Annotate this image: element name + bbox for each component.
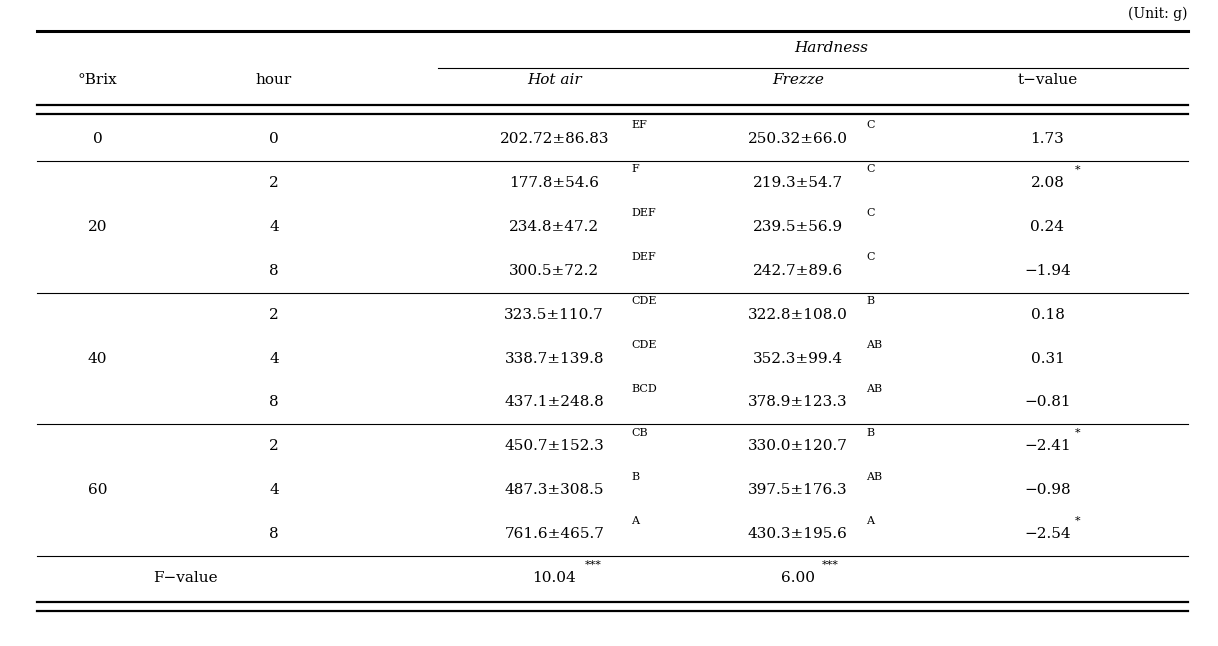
- Text: DEF: DEF: [631, 209, 655, 218]
- Text: A: A: [866, 516, 875, 526]
- Text: 2: 2: [269, 307, 279, 322]
- Text: *: *: [1074, 165, 1080, 174]
- Text: 0.24: 0.24: [1030, 220, 1065, 234]
- Text: 8: 8: [269, 527, 279, 541]
- Text: B: B: [866, 297, 875, 306]
- Text: (Unit: g): (Unit: g): [1128, 6, 1188, 21]
- Text: F: F: [631, 165, 638, 174]
- Text: 0.18: 0.18: [1030, 307, 1065, 322]
- Text: 450.7±152.3: 450.7±152.3: [504, 439, 604, 453]
- Text: C: C: [866, 165, 875, 174]
- Text: C: C: [866, 253, 875, 262]
- Text: F−value: F−value: [153, 571, 218, 585]
- Text: 4: 4: [269, 220, 279, 234]
- Text: 2: 2: [269, 176, 279, 190]
- Text: AB: AB: [866, 340, 882, 350]
- Text: 352.3±99.4: 352.3±99.4: [753, 351, 843, 366]
- Text: CDE: CDE: [631, 340, 657, 350]
- Text: 177.8±54.6: 177.8±54.6: [509, 176, 599, 190]
- Text: *: *: [1074, 516, 1080, 526]
- Text: 239.5±56.9: 239.5±56.9: [753, 220, 843, 234]
- Text: 60: 60: [88, 483, 107, 497]
- Text: 397.5±176.3: 397.5±176.3: [748, 483, 848, 497]
- Text: 323.5±110.7: 323.5±110.7: [504, 307, 604, 322]
- Text: 242.7±89.6: 242.7±89.6: [753, 264, 843, 278]
- Text: ***: ***: [822, 560, 839, 570]
- Text: 6.00: 6.00: [781, 571, 815, 585]
- Text: t−value: t−value: [1017, 73, 1078, 87]
- Text: CDE: CDE: [631, 297, 657, 306]
- Text: DEF: DEF: [631, 253, 655, 262]
- Text: 40: 40: [88, 351, 107, 366]
- Text: 0: 0: [269, 132, 279, 146]
- Text: 322.8±108.0: 322.8±108.0: [748, 307, 848, 322]
- Text: −0.81: −0.81: [1024, 395, 1071, 410]
- Text: 2: 2: [269, 439, 279, 453]
- Text: 0: 0: [93, 132, 102, 146]
- Text: 202.72±86.83: 202.72±86.83: [499, 132, 609, 146]
- Text: −1.94: −1.94: [1024, 264, 1071, 278]
- Text: 234.8±47.2: 234.8±47.2: [509, 220, 599, 234]
- Text: 0.31: 0.31: [1030, 351, 1065, 366]
- Text: 8: 8: [269, 395, 279, 410]
- Text: 8: 8: [269, 264, 279, 278]
- Text: −0.98: −0.98: [1024, 483, 1071, 497]
- Text: 20: 20: [88, 220, 107, 234]
- Text: CB: CB: [631, 428, 648, 438]
- Text: 430.3±195.6: 430.3±195.6: [748, 527, 848, 541]
- Text: 4: 4: [269, 483, 279, 497]
- Text: Hot air: Hot air: [527, 73, 581, 87]
- Text: BCD: BCD: [631, 384, 657, 394]
- Text: B: B: [631, 472, 639, 482]
- Text: °Brix: °Brix: [78, 73, 117, 87]
- Text: 338.7±139.8: 338.7±139.8: [504, 351, 604, 366]
- Text: hour: hour: [256, 73, 292, 87]
- Text: 4: 4: [269, 351, 279, 366]
- Text: 487.3±308.5: 487.3±308.5: [504, 483, 604, 497]
- Text: Frezze: Frezze: [772, 73, 823, 87]
- Text: C: C: [866, 209, 875, 218]
- Text: A: A: [631, 516, 639, 526]
- Text: C: C: [866, 121, 875, 130]
- Text: 437.1±248.8: 437.1±248.8: [504, 395, 604, 410]
- Text: ***: ***: [585, 560, 602, 570]
- Text: AB: AB: [866, 384, 882, 394]
- Text: 378.9±123.3: 378.9±123.3: [748, 395, 848, 410]
- Text: EF: EF: [631, 121, 647, 130]
- Text: 250.32±66.0: 250.32±66.0: [748, 132, 848, 146]
- Text: AB: AB: [866, 472, 882, 482]
- Text: B: B: [866, 428, 875, 438]
- Text: 219.3±54.7: 219.3±54.7: [753, 176, 843, 190]
- Text: 2.08: 2.08: [1030, 176, 1065, 190]
- Text: 330.0±120.7: 330.0±120.7: [748, 439, 848, 453]
- Text: −2.54: −2.54: [1024, 527, 1071, 541]
- Text: 761.6±465.7: 761.6±465.7: [504, 527, 604, 541]
- Text: *: *: [1074, 428, 1080, 438]
- Text: 10.04: 10.04: [532, 571, 576, 585]
- Text: −2.41: −2.41: [1024, 439, 1071, 453]
- Text: 1.73: 1.73: [1030, 132, 1065, 146]
- Text: Hardness: Hardness: [794, 41, 868, 55]
- Text: 300.5±72.2: 300.5±72.2: [509, 264, 599, 278]
